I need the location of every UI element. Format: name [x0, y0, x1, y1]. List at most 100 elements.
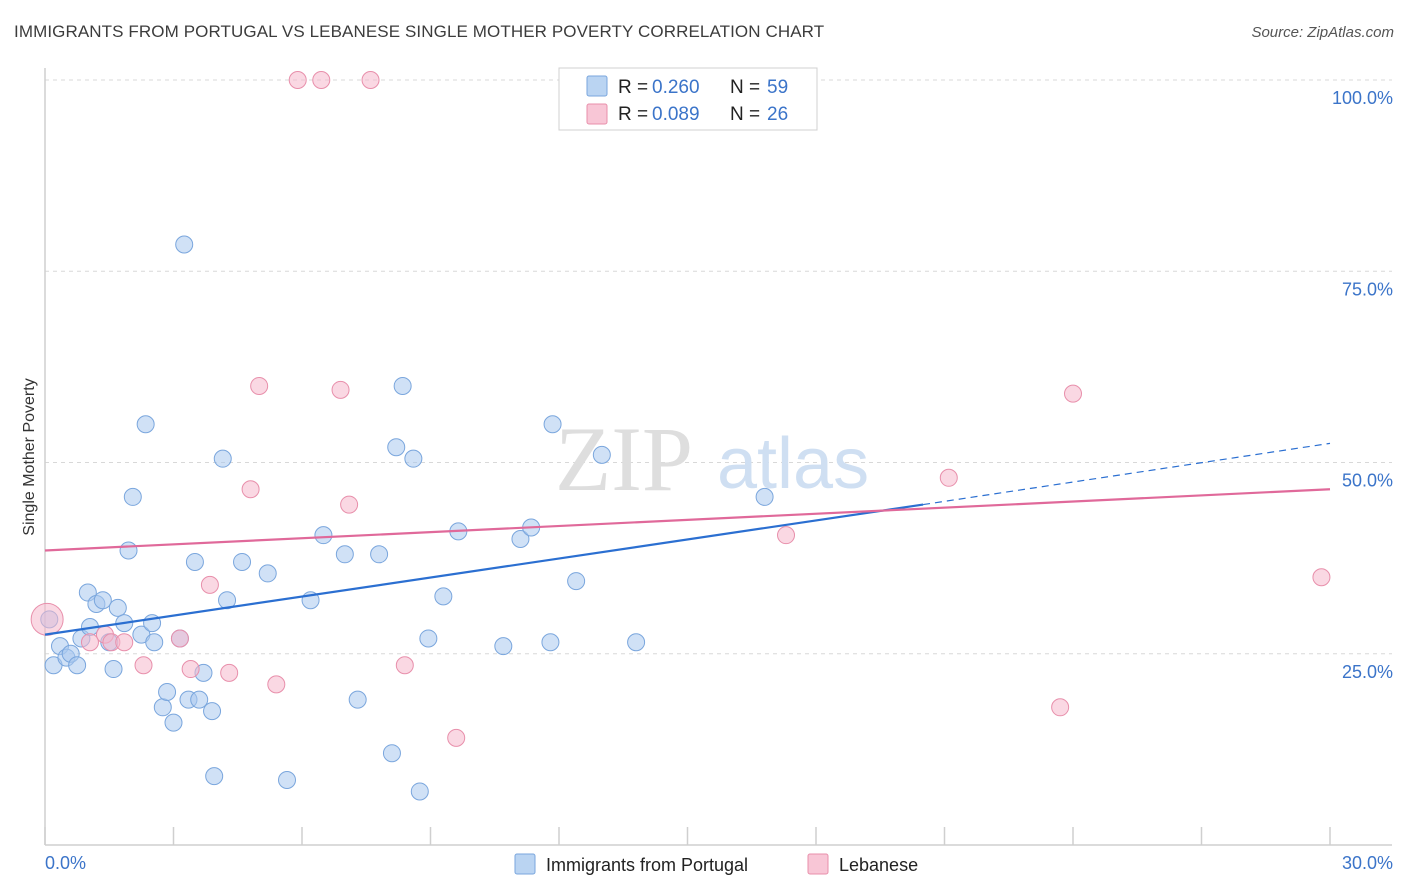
point-lebanese	[80, 633, 99, 652]
legend: R = 0.260 N = 59 R = 0.089 N = 26	[558, 67, 818, 131]
point-portugal	[123, 487, 142, 506]
y-tick-label: 75.0%	[1342, 279, 1393, 299]
point-lebanese	[361, 71, 380, 89]
chart-title: IMMIGRANTS FROM PORTUGAL VS LEBANESE SIN…	[14, 22, 825, 41]
point-portugal	[314, 526, 333, 545]
watermark-zip: ZIP	[555, 408, 693, 510]
point-portugal	[93, 591, 112, 610]
point-lebanese	[1064, 384, 1082, 403]
trend-lines	[44, 442, 1331, 636]
point-portugal	[258, 564, 277, 583]
point-lebanese	[220, 663, 239, 682]
point-portugal	[190, 690, 209, 709]
bottom-legend-label-portugal: Immigrants from Portugal	[546, 855, 748, 875]
point-lebanese	[340, 495, 359, 514]
point-lebanese	[395, 656, 414, 675]
point-lebanese	[200, 575, 219, 594]
y-tick-label: 100.0%	[1332, 88, 1393, 108]
point-portugal	[205, 767, 224, 786]
bottom-legend-swatch-portugal	[514, 853, 536, 875]
point-portugal	[494, 637, 513, 656]
point-portugal	[335, 545, 354, 564]
point-lebanese	[939, 468, 958, 487]
point-portugal	[419, 629, 438, 648]
bottom-legend-swatch-lebanese	[807, 853, 829, 875]
y-axis-label: Single Mother Poverty	[21, 378, 38, 535]
point-lebanese	[267, 675, 286, 694]
point-lebanese	[115, 633, 134, 652]
bottom-legend: Immigrants from Portugal Lebanese	[514, 853, 918, 875]
point-portugal	[348, 690, 367, 709]
watermark: ZIP atlas	[555, 408, 869, 510]
legend-n-value-portugal: 59	[767, 77, 788, 98]
point-portugal	[592, 445, 611, 464]
point-portugal	[567, 572, 586, 591]
trend-line-portugal	[44, 503, 924, 636]
point-portugal	[627, 633, 646, 652]
point-portugal	[233, 552, 252, 571]
point-portugal	[410, 782, 429, 801]
point-lebanese	[241, 480, 260, 499]
point-lebanese	[1051, 698, 1070, 717]
legend-r-value-lebanese: 0.089	[652, 104, 700, 125]
series-lebanese-points	[30, 71, 1331, 747]
series-portugal-points	[40, 235, 774, 801]
point-portugal	[755, 487, 774, 506]
point-lebanese	[170, 629, 189, 648]
legend-n-label-lebanese: N =	[730, 104, 760, 125]
trend-line-lebanese	[44, 488, 1331, 552]
point-lebanese	[288, 71, 307, 89]
point-portugal	[68, 656, 87, 675]
point-portugal	[541, 633, 560, 652]
legend-swatch-lebanese	[586, 103, 608, 125]
legend-r-label-lebanese: R =	[618, 104, 648, 125]
point-portugal	[119, 541, 138, 560]
point-portugal	[382, 744, 401, 763]
y-tick-label: 25.0%	[1342, 662, 1393, 682]
point-lebanese	[134, 656, 153, 675]
point-lebanese	[1312, 568, 1331, 587]
point-portugal	[543, 415, 562, 434]
y-tick-label: 50.0%	[1342, 471, 1393, 491]
point-lebanese	[447, 728, 466, 747]
legend-r-value-portugal: 0.260	[652, 77, 700, 98]
point-portugal	[278, 770, 297, 789]
point-portugal	[404, 449, 423, 468]
x-tick-label: 30.0%	[1342, 853, 1393, 873]
point-portugal	[145, 633, 164, 652]
point-lebanese	[181, 660, 200, 679]
tick-labels: 25.0% 50.0% 75.0% 100.0% 0.0% 30.0%	[45, 88, 1393, 873]
point-portugal	[175, 235, 194, 254]
legend-swatch-portugal	[586, 75, 608, 97]
point-portugal	[164, 713, 183, 732]
x-tick-label: 0.0%	[45, 853, 86, 873]
point-portugal	[511, 530, 530, 548]
point-portugal	[213, 449, 232, 468]
point-portugal	[153, 698, 172, 717]
legend-r-label-portugal: R =	[618, 77, 648, 98]
watermark-atlas: atlas	[717, 424, 869, 504]
point-portugal	[104, 660, 123, 679]
point-portugal	[108, 598, 127, 617]
point-portugal	[434, 587, 453, 606]
source-label: Source: ZipAtlas.com	[1251, 24, 1394, 41]
point-lebanese	[331, 380, 350, 399]
grid-lines	[45, 79, 1392, 655]
point-portugal	[203, 702, 222, 721]
bottom-legend-label-lebanese: Lebanese	[839, 855, 918, 875]
point-portugal	[136, 415, 155, 434]
point-lebanese	[312, 71, 331, 89]
legend-n-label-portugal: N =	[730, 77, 760, 98]
point-portugal	[393, 377, 412, 395]
point-portugal	[387, 438, 406, 457]
legend-n-value-lebanese: 26	[767, 104, 788, 125]
point-lebanese	[30, 602, 64, 636]
point-lebanese	[250, 377, 269, 395]
point-portugal	[158, 683, 177, 701]
axes	[44, 68, 1392, 846]
point-portugal	[185, 552, 204, 571]
point-portugal	[370, 545, 389, 564]
point-lebanese	[777, 526, 796, 545]
trend-line-portugal-extension	[922, 442, 1331, 506]
